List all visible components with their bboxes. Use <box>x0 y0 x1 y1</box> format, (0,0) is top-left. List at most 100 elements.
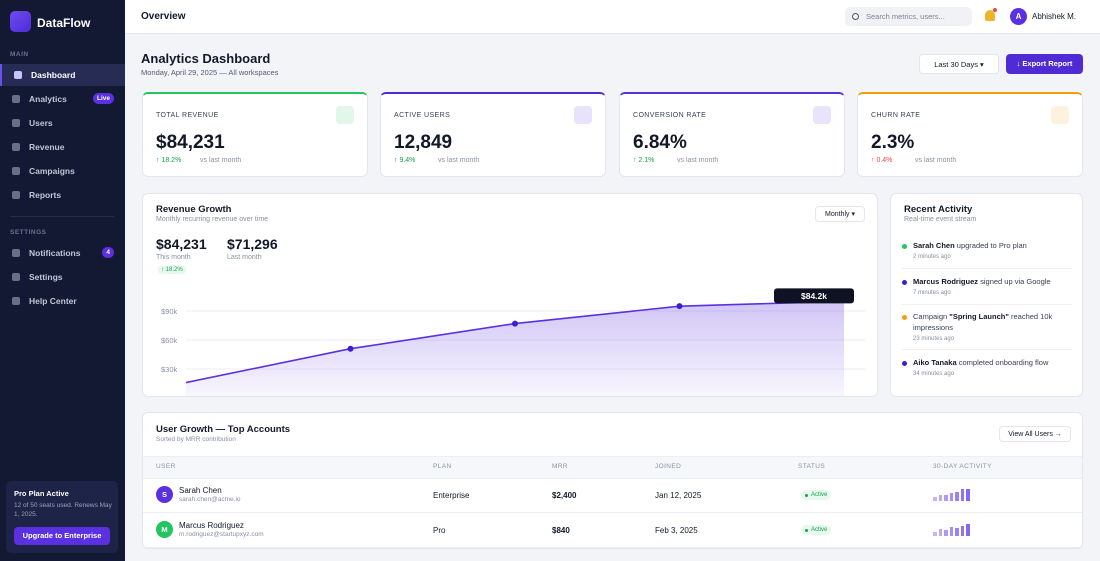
nav-icon <box>12 297 20 305</box>
activity-bar <box>955 528 959 536</box>
user-email: m.rodriguez@startupxyz.com <box>179 531 264 538</box>
kpi-note: vs last month <box>677 157 719 164</box>
kpi-icon <box>1051 106 1069 124</box>
page-title: Overview <box>141 11 186 22</box>
nav-item[interactable]: Analytics Live <box>0 88 125 110</box>
search-placeholder: Search metrics, users... <box>866 12 945 21</box>
activity-bar <box>960 526 964 536</box>
kpi-label: TOTAL REVENUE <box>156 112 219 119</box>
topbar: Overview Search metrics, users... A Abhishe… <box>125 0 1100 34</box>
activity-dot <box>902 244 907 249</box>
nav-label: Reports <box>29 190 62 200</box>
activity-bar <box>933 532 937 536</box>
stat-change: ↑ 18.2% <box>158 266 186 274</box>
search-box[interactable]: Search metrics, users... <box>845 7 972 26</box>
nav-icon <box>12 273 20 281</box>
period-select[interactable]: Monthly ▾ <box>815 206 865 222</box>
bell-icon[interactable] <box>985 10 995 21</box>
kpi-value: 2.3% <box>871 132 915 153</box>
activity-segment: Sarah Chen <box>913 241 955 250</box>
activity-time: 34 minutes ago <box>913 371 955 377</box>
nav-icon <box>12 119 20 127</box>
row-avatar: S <box>156 486 173 503</box>
nav-icon <box>12 95 20 103</box>
search-icon <box>852 13 859 20</box>
column-header: MRR <box>552 463 569 470</box>
kpi-card: CHURN RATE 2.3% ↑ 0.4% vs last month <box>857 92 1083 177</box>
activity-text: Campaign "Spring Launch" reached 10k imp… <box>913 311 1073 333</box>
nav-label: Dashboard <box>31 70 76 80</box>
activity-bar <box>949 527 953 536</box>
point <box>347 345 354 352</box>
kpi-label: CHURN RATE <box>871 112 921 119</box>
kpi-change: ↑ 9.4% <box>394 157 416 164</box>
plan-text: 12 of 50 seats used. Renews May 1, 2025. <box>14 502 112 518</box>
nav-icon <box>12 167 20 175</box>
kpi-icon <box>813 106 831 124</box>
activity-bar <box>960 489 964 501</box>
kpi-change: ↑ 0.4% <box>871 157 893 164</box>
nav-icon <box>14 71 22 79</box>
nav-item[interactable]: Settings <box>0 266 125 288</box>
activity-bar <box>938 495 942 501</box>
point <box>512 320 518 327</box>
nav-label: Campaigns <box>29 166 75 176</box>
column-header: JOINED <box>655 463 682 470</box>
nav-label: Users <box>29 118 53 128</box>
stat-value: $84,231 <box>156 236 207 252</box>
kpi-card: CONVERSION RATE 6.84% ↑ 2.1% vs last month <box>619 92 845 177</box>
user-name: Sarah Chen <box>179 486 222 495</box>
user-avatar[interactable]: A <box>1010 8 1027 25</box>
column-header: PLAN <box>433 463 452 470</box>
nav-item[interactable]: Users <box>0 112 125 134</box>
nav-item[interactable]: Notifications 4 <box>0 242 125 264</box>
activity-segment: Campaign <box>913 312 948 321</box>
nav-item[interactable]: Dashboard <box>0 64 125 86</box>
card-title: User Growth — Top Accounts <box>156 424 291 435</box>
activity-segment: completed onboarding flow <box>958 358 1049 367</box>
range-button[interactable]: Last 30 Days ▾ <box>919 54 999 74</box>
table-card: User Growth — Top Accounts Sorted by MRR … <box>142 412 1083 549</box>
separator <box>902 268 1072 269</box>
kpi-label: CONVERSION RATE <box>633 112 707 119</box>
row-separator <box>143 547 1082 548</box>
plan: Pro <box>433 526 446 535</box>
export-button[interactable]: ↓ Export Report <box>1006 54 1083 74</box>
activity-bar <box>933 497 937 501</box>
nav-item[interactable]: Campaigns <box>0 160 125 182</box>
sidebar: DataFlow MAIN Dashboard Analytics Live Users R… <box>0 0 125 561</box>
activity-time: 23 minutes ago <box>913 336 955 342</box>
activity-dot <box>902 280 907 285</box>
y-tick-label: $90k <box>161 307 178 316</box>
brand-name: DataFlow <box>37 16 91 30</box>
activity-bar <box>949 493 953 501</box>
status-dot <box>805 494 808 497</box>
nav-label: Help Center <box>29 296 77 306</box>
column-header: STATUS <box>798 463 826 470</box>
mrr: $840 <box>552 526 570 535</box>
dashboard-title: Analytics Dashboard <box>141 51 271 66</box>
nav-item[interactable]: Revenue <box>0 136 125 158</box>
revenue-chart: $30k $60k $90k $84.2k <box>161 288 865 396</box>
card-title: Revenue Growth <box>156 204 232 215</box>
nav-item[interactable]: Help Center <box>0 290 125 312</box>
card-subtitle: Monthly recurring revenue over time <box>156 216 269 223</box>
kpi-note: vs last month <box>915 157 957 164</box>
divider <box>10 216 114 217</box>
card-title: Recent Activity <box>904 204 973 215</box>
user-name: Abhishek M. <box>1032 12 1077 21</box>
activity-segment: Marcus Rodriguez <box>913 277 979 286</box>
nav-item[interactable]: Reports <box>0 184 125 206</box>
nav-icon <box>12 249 20 257</box>
mrr: $2,400 <box>552 491 577 500</box>
upgrade-button[interactable]: Upgrade to Enterprise <box>14 527 110 545</box>
activity-text: Sarah Chen upgraded to Pro plan <box>913 240 1073 251</box>
nav-label: Analytics <box>29 94 67 104</box>
view-all-link[interactable]: View All Users → <box>999 426 1071 442</box>
kpi-note: vs last month <box>438 157 480 164</box>
activity-segment: Aiko Tanaka <box>913 358 957 367</box>
column-header: USER <box>156 463 176 470</box>
activity-bar <box>966 489 970 501</box>
activity-time: 2 minutes ago <box>913 254 951 260</box>
